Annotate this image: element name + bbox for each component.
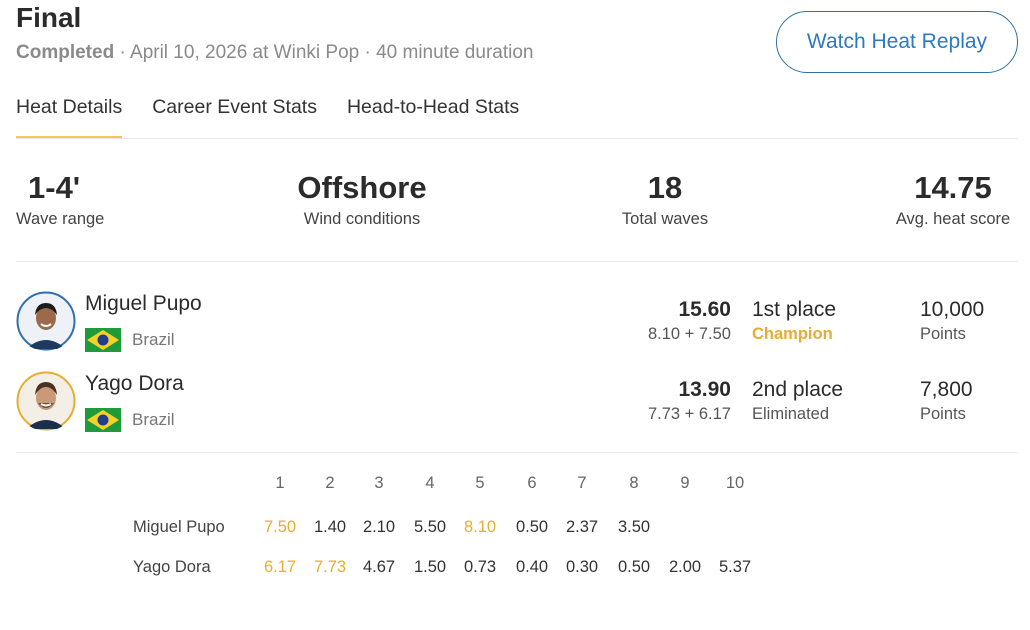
wave-column-header: 10 [725, 474, 745, 492]
stat-value: 18 [647, 170, 683, 205]
wave-score: 0.30 [565, 558, 599, 576]
wave-score: 2.10 [362, 518, 396, 536]
surfer-result: Eliminated [752, 405, 830, 423]
wave-score: 0.73 [463, 558, 497, 576]
stat-value: 1-4' [28, 170, 81, 205]
wave-score: 1.50 [413, 558, 447, 576]
stat-value: Offshore [297, 170, 427, 205]
wave-score: 2.37 [565, 518, 599, 536]
watch-replay-button[interactable]: Watch Heat Replay [776, 11, 1018, 73]
tabs-divider [16, 138, 1018, 139]
wave-score: 0.50 [617, 558, 651, 576]
wave-column-header: 4 [425, 474, 435, 492]
surfers-divider [16, 452, 1018, 453]
surfer-total-score: 15.60 [678, 298, 731, 321]
wave-column-header: 1 [275, 474, 285, 492]
surfer-points-label: Points [920, 405, 966, 423]
wave-column-header: 5 [475, 474, 485, 492]
wave-score: 5.50 [413, 518, 447, 536]
surfer-result: Champion [752, 325, 833, 343]
wave-score: 3.50 [617, 518, 651, 536]
tab-bar: Heat Details Career Event Stats Head-to-… [16, 96, 549, 138]
surfer-name[interactable]: Miguel Pupo [85, 292, 202, 315]
stats-divider [16, 261, 1018, 262]
wave-score: 0.40 [515, 558, 549, 576]
tab-heat-details[interactable]: Heat Details [16, 96, 123, 138]
stat-label: Total waves [621, 210, 709, 228]
wave-column-header: 2 [325, 474, 335, 492]
wave-score-counted: 6.17 [263, 558, 297, 576]
wave-column-header: 6 [527, 474, 537, 492]
stat-label: Avg. heat score [895, 210, 1011, 228]
wave-column-header: 8 [629, 474, 639, 492]
heat-details: · April 10, 2026 at Winki Pop · 40 minut… [114, 42, 534, 63]
wave-column-header: 3 [374, 474, 384, 492]
wave-row-surfer-name: Yago Dora [133, 558, 211, 576]
stat-label: Wind conditions [303, 210, 421, 228]
stat-value: 14.75 [914, 170, 992, 205]
surfer-score-breakdown: 7.73 + 6.17 [647, 405, 731, 423]
heat-status: Completed [16, 42, 115, 63]
surfer-avatar[interactable] [16, 291, 76, 351]
wave-row-surfer-name: Miguel Pupo [133, 518, 225, 536]
wave-column-header: 9 [680, 474, 690, 492]
wave-score: 1.40 [313, 518, 347, 536]
brazil-flag-icon [85, 408, 121, 432]
wave-column-header: 7 [577, 474, 587, 492]
stat-wave-range: 1-4' Wave range [16, 170, 104, 229]
surfer-place: 2nd place [752, 378, 844, 401]
wave-score-counted: 8.10 [463, 518, 497, 536]
surfer-points-label: Points [920, 325, 966, 343]
wave-score: 2.00 [668, 558, 702, 576]
heat-subtitle: Completed · April 10, 2026 at Winki Pop … [16, 42, 533, 64]
brazil-flag-icon [85, 328, 121, 352]
surfer-points: 10,000 [920, 298, 985, 321]
stat-wind-conditions: Offshore Wind conditions [262, 170, 462, 229]
tab-head-to-head-stats[interactable]: Head-to-Head Stats [346, 96, 520, 118]
surfer-score-breakdown: 8.10 + 7.50 [647, 325, 731, 343]
surfer-avatar[interactable] [16, 371, 76, 431]
surfer-name[interactable]: Yago Dora [85, 372, 184, 395]
wave-score-counted: 7.50 [263, 518, 297, 536]
surfer-country: Brazil [132, 330, 175, 349]
surfer-place: 1st place [752, 298, 837, 321]
surfer-total-score: 13.90 [678, 378, 731, 401]
surfer-country: Brazil [132, 410, 175, 429]
stat-avg-heat-score: 14.75 Avg. heat score [888, 170, 1018, 229]
stat-total-waves: 18 Total waves [595, 170, 735, 229]
wave-score: 0.50 [515, 518, 549, 536]
wave-score: 4.67 [362, 558, 396, 576]
page-title: Final [16, 2, 82, 33]
surfer-points: 7,800 [920, 378, 973, 401]
tab-career-event-stats[interactable]: Career Event Stats [152, 96, 317, 118]
wave-score-counted: 7.73 [313, 558, 347, 576]
stat-label: Wave range [16, 210, 105, 228]
wave-score: 5.37 [718, 558, 752, 576]
